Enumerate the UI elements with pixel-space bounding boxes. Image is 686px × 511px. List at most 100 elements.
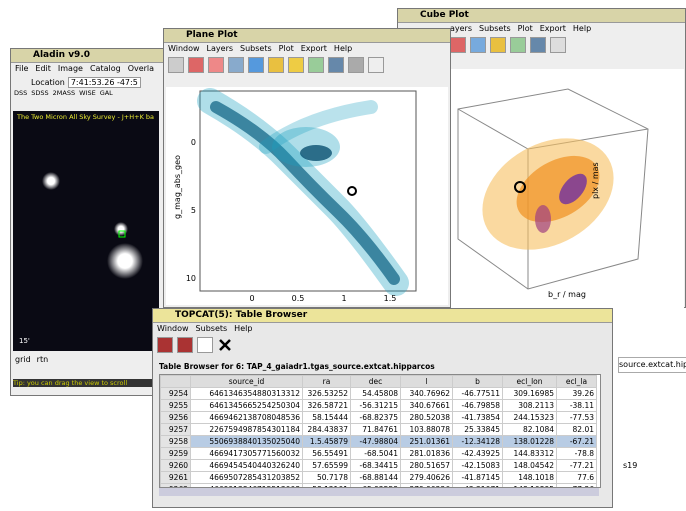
menu-item[interactable]: File [15,63,28,75]
icon[interactable] [368,57,384,73]
cell: 4669507285431203852 [191,472,303,484]
star [107,243,143,279]
tool[interactable]: grid [15,355,31,364]
axis-label: b_r / mag [548,290,586,299]
cell: 4669454540440326240 [191,460,303,472]
menu-item[interactable]: Plot [518,23,533,35]
toolbar [164,55,450,77]
cell: 284.43837 [303,424,351,436]
icon[interactable] [328,57,344,73]
menu-item[interactable]: ayers [450,23,472,35]
menu-item[interactable]: Export [301,43,327,55]
icon[interactable] [168,57,184,73]
icon[interactable] [177,337,193,353]
column-header[interactable]: l [401,376,453,388]
cell: -12.34128 [453,436,503,448]
icon[interactable] [490,37,506,53]
menu-item[interactable]: Help [234,323,252,335]
icon[interactable] [268,57,284,73]
column-header[interactable]: dec [351,376,401,388]
menu-item[interactable]: Image [58,63,83,75]
menu-item[interactable]: Help [573,23,591,35]
location-field[interactable]: 7:41:53.26 -47:5 [68,77,141,88]
icon[interactable] [530,37,546,53]
column-header[interactable]: b [453,376,503,388]
menu-item[interactable]: Subsets [240,43,272,55]
icon[interactable] [470,37,486,53]
close-icon[interactable] [217,337,233,353]
cell: 144.83312 [503,448,557,460]
menu-item[interactable]: Layers [207,43,233,55]
cell: -68.82375 [351,412,401,424]
tool[interactable]: rtn [37,355,49,364]
icon[interactable] [510,37,526,53]
icon[interactable] [197,337,213,353]
icon[interactable] [450,37,466,53]
menu-item[interactable]: Plot [279,43,294,55]
row-index: 9260 [161,460,191,472]
column-header[interactable]: source_id [191,376,303,388]
menu-item[interactable]: Export [540,23,566,35]
icon[interactable] [208,57,224,73]
menu-item[interactable]: Overla [128,63,154,75]
title-bar: Aladin v9.0 [11,49,167,63]
menu-bar: Window Layers Subsets Plot Export Help [164,43,450,55]
icon[interactable] [157,337,173,353]
cell: -77.53 [557,412,597,424]
icon[interactable] [188,57,204,73]
axis-label: plx / mas [591,162,600,199]
tools: gridrtn [15,355,48,364]
survey[interactable]: 2MASS [53,89,75,100]
icon[interactable] [348,57,364,73]
cell: 56.55491 [303,448,351,460]
y-axis-label: g_mag_abs_geo [173,155,182,219]
icon[interactable] [228,57,244,73]
title-bar: TOPCAT(5): Table Browser [153,309,612,323]
menu-item[interactable]: Subsets [479,23,511,35]
survey[interactable]: GAL [100,89,113,100]
menu-item[interactable]: Window [157,323,189,335]
column-header[interactable]: ecl_lon [503,376,557,388]
cell: -77.21 [557,460,597,472]
menu-item[interactable]: Catalog [90,63,121,75]
survey[interactable]: SDSS [31,89,48,100]
cell: 148.04542 [503,460,557,472]
cell: -67.21 [557,436,597,448]
cell: -42.15083 [453,460,503,472]
x-tick-label: 1 [341,294,346,303]
menu-item[interactable]: Edit [35,63,51,75]
icon[interactable] [550,37,566,53]
icon[interactable] [288,57,304,73]
menu-bar: Window Subsets Help [153,323,612,335]
plane-window: Plane Plot WindowLayersSubsetsPlotExport… [163,28,451,308]
icon[interactable] [308,57,324,73]
survey[interactable]: DSS [14,89,27,100]
cell: 54.45808 [351,388,401,400]
column-header[interactable] [161,376,191,388]
cell: 148.1018 [503,472,557,484]
menu-item[interactable]: Subsets [196,323,228,335]
menu-item[interactable]: Help [334,43,352,55]
cell: 279.40626 [401,472,453,484]
menu-item[interactable]: Window [168,43,200,55]
survey[interactable]: WISE [79,89,96,100]
cell: 58.15444 [303,412,351,424]
toolbar [153,335,612,359]
icon[interactable] [248,57,264,73]
cube-plot: plx / mas b_r / mag [448,69,684,309]
scrollbar[interactable] [159,488,599,496]
cell: 50.7178 [303,472,351,484]
column-header[interactable]: ra [303,376,351,388]
cell: 244.15323 [503,412,557,424]
column-header[interactable]: ecl_la [557,376,597,388]
y-tick-label: 5 [191,206,196,215]
